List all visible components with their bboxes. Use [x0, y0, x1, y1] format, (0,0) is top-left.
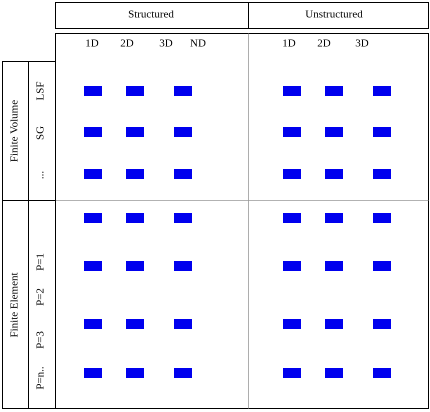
subcolumn-label: 1D	[85, 38, 99, 50]
subcolumn-label: 1D	[282, 38, 296, 50]
row-label: P=1	[35, 253, 47, 271]
cell-marker	[126, 261, 144, 271]
cell-marker	[325, 213, 343, 223]
cell-marker	[84, 127, 102, 137]
column-label: Unstructured	[305, 9, 363, 21]
cell-marker	[325, 261, 343, 271]
cell-marker	[126, 213, 144, 223]
cell-markers	[84, 86, 391, 378]
row-label: ...	[35, 171, 47, 180]
cell-marker	[174, 169, 192, 179]
cell-marker	[373, 127, 391, 137]
cell-marker	[283, 127, 301, 137]
cell-marker	[84, 319, 102, 329]
column-label: Structured	[128, 9, 174, 21]
cell-marker	[373, 86, 391, 96]
cell-marker	[283, 368, 301, 378]
row-label: P=3	[35, 331, 47, 349]
main-box	[55, 33, 429, 409]
cell-marker	[84, 86, 102, 96]
subcolumn-label: 3D	[355, 38, 369, 50]
subcolumn-label: 2D	[317, 38, 331, 50]
cell-marker	[283, 213, 301, 223]
subcolumn-label: 2D	[120, 38, 134, 50]
cell-marker	[283, 319, 301, 329]
row-label: P=2	[35, 288, 47, 306]
cell-marker	[373, 261, 391, 271]
subcolumn-label: ND	[190, 38, 206, 50]
cell-marker	[84, 261, 102, 271]
row-label: SG	[35, 126, 47, 140]
cell-marker	[373, 213, 391, 223]
header-box	[55, 2, 429, 29]
cell-marker	[174, 127, 192, 137]
row-group-label: Finite Element	[9, 272, 21, 337]
cell-marker	[325, 86, 343, 96]
row-group-label: Finite Volume	[9, 100, 21, 162]
cell-marker	[283, 261, 301, 271]
cell-marker	[84, 368, 102, 378]
cell-marker	[373, 169, 391, 179]
cell-marker	[84, 169, 102, 179]
cell-marker	[373, 368, 391, 378]
cell-marker	[126, 127, 144, 137]
cell-marker	[174, 86, 192, 96]
cell-marker	[325, 319, 343, 329]
cell-marker	[126, 86, 144, 96]
cell-marker	[283, 86, 301, 96]
cell-marker	[283, 169, 301, 179]
cell-marker	[126, 368, 144, 378]
cell-marker	[126, 319, 144, 329]
cell-marker	[174, 368, 192, 378]
row-label: LSF	[35, 82, 47, 101]
cell-marker	[373, 319, 391, 329]
subcolumn-label: 3D	[159, 38, 173, 50]
cell-marker	[126, 169, 144, 179]
cell-marker	[325, 169, 343, 179]
row-label: P=n..	[35, 366, 47, 390]
cell-marker	[174, 319, 192, 329]
cell-marker	[84, 213, 102, 223]
cell-marker	[174, 213, 192, 223]
cell-marker	[174, 261, 192, 271]
cell-marker	[325, 127, 343, 137]
cell-marker	[325, 368, 343, 378]
